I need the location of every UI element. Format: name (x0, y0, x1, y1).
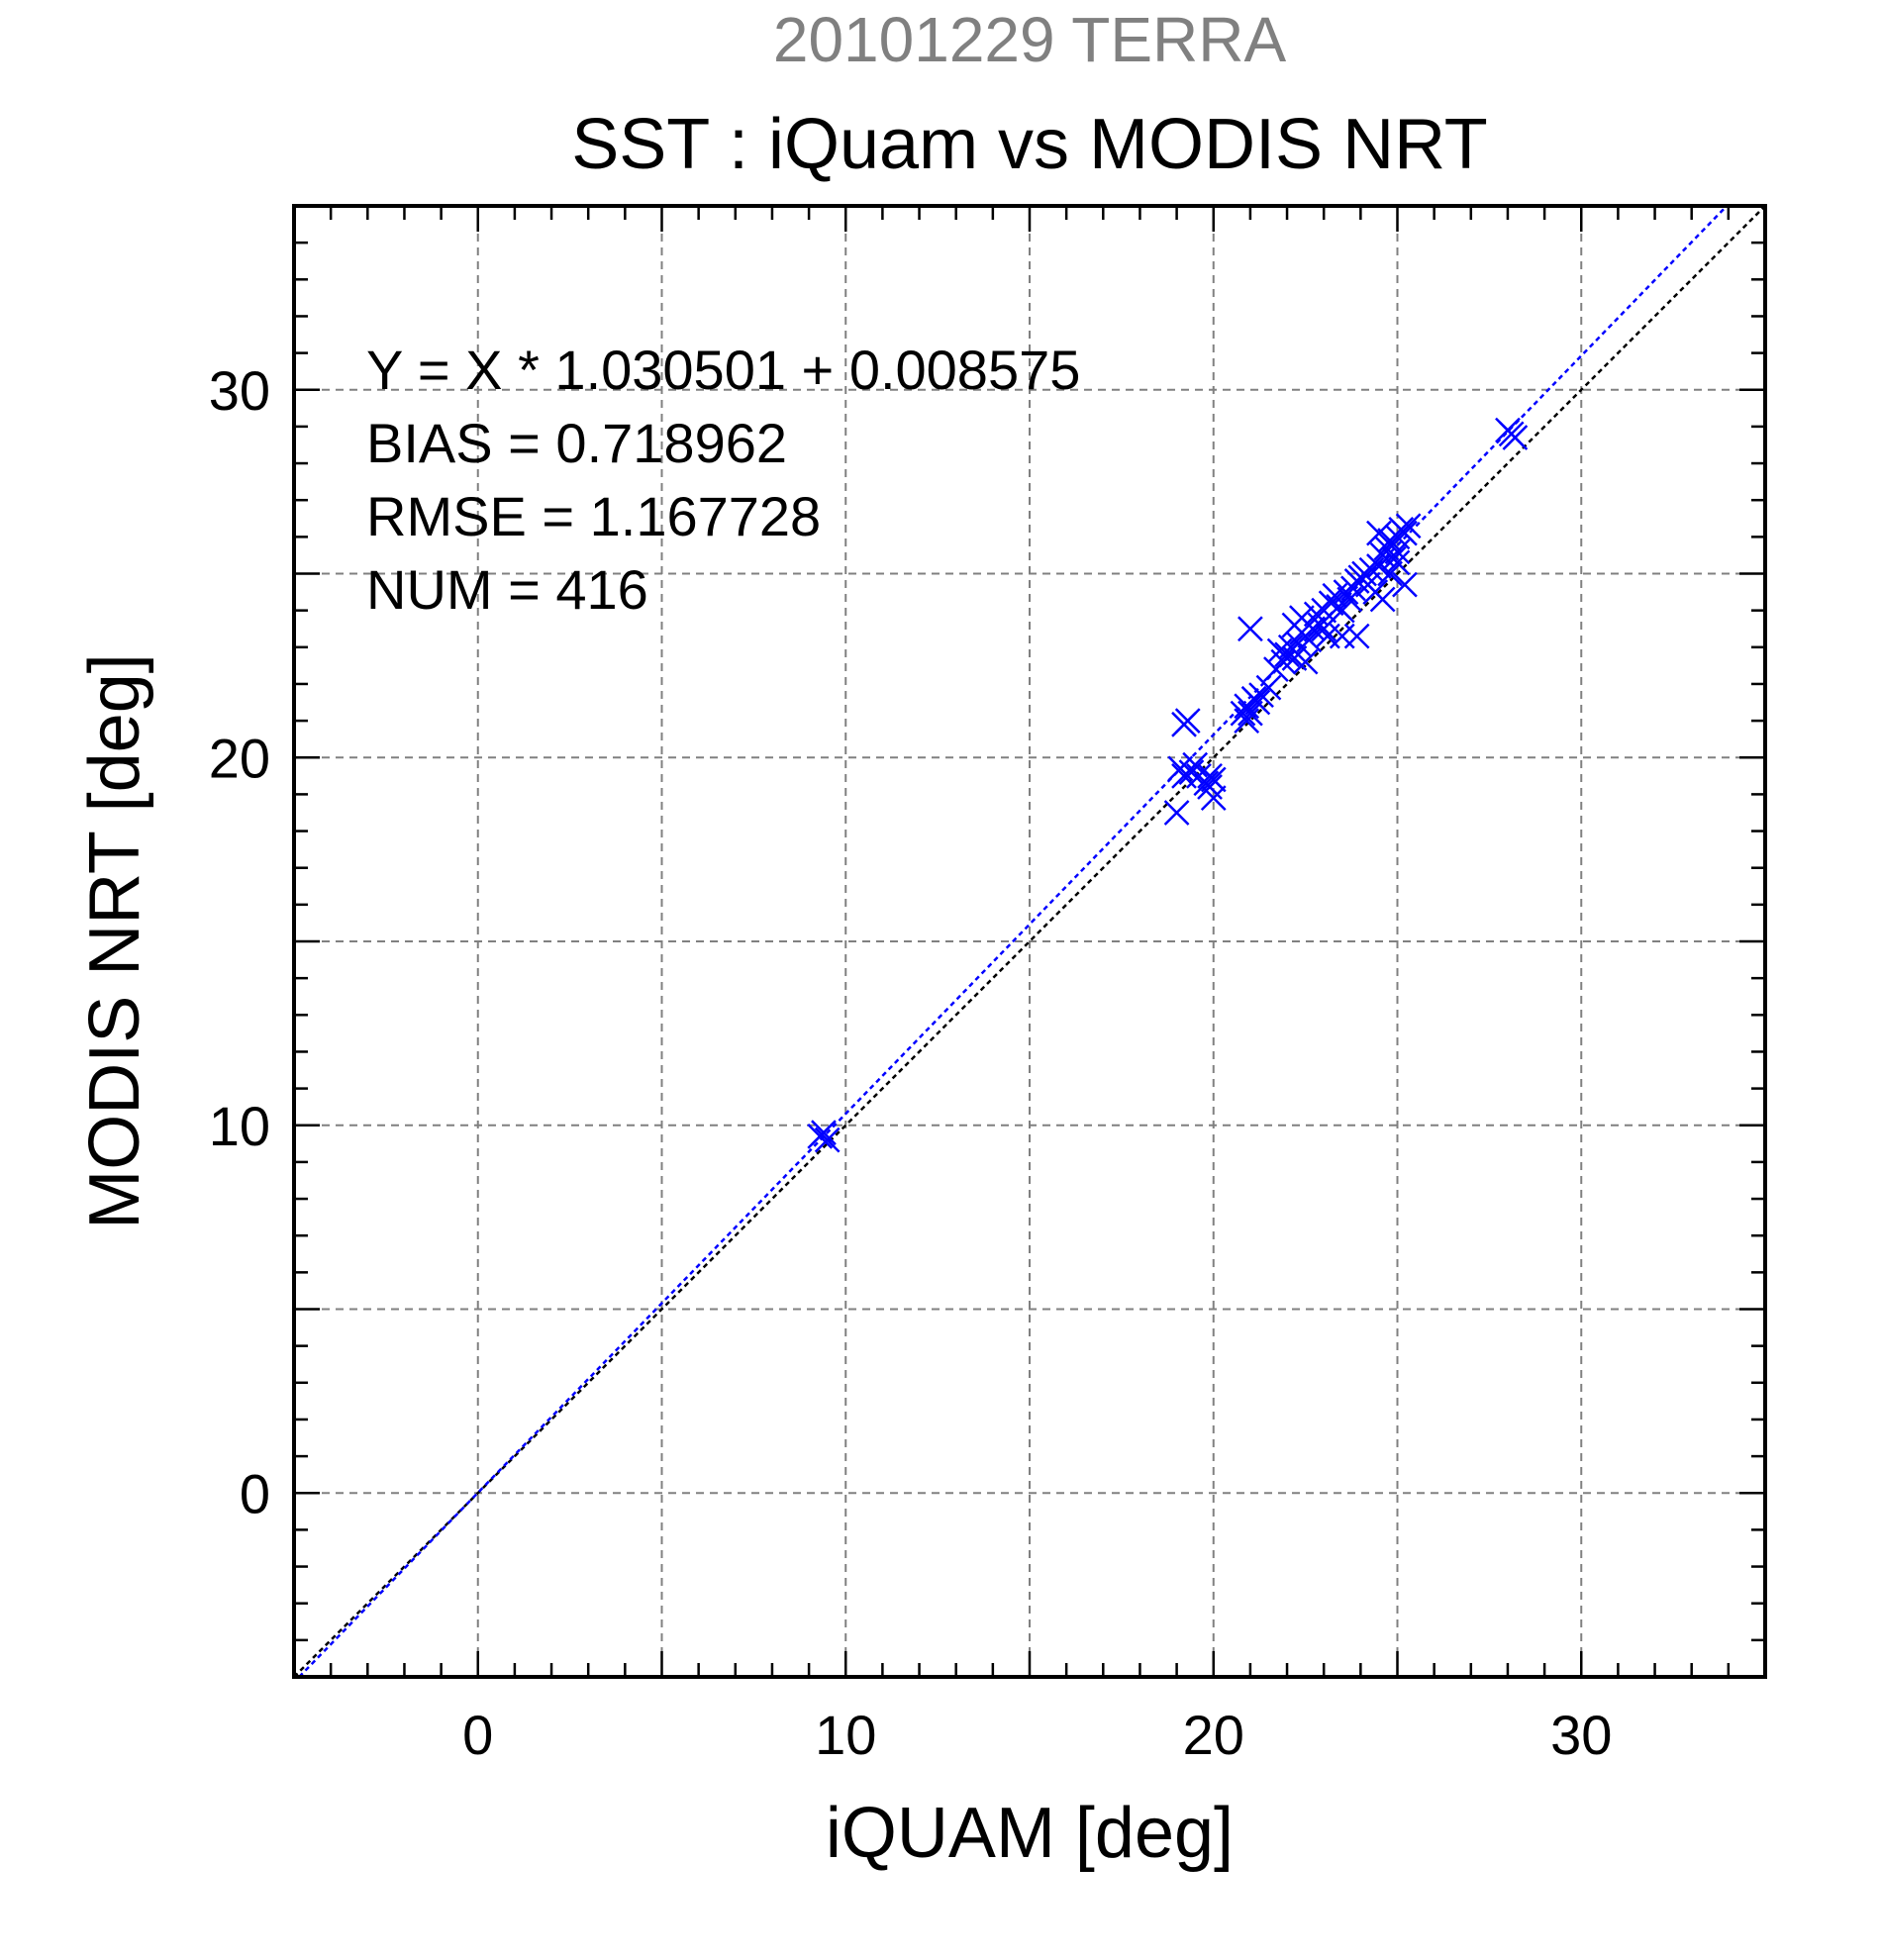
scatter-point (1244, 689, 1271, 716)
scatter-point (1200, 766, 1227, 793)
x-tick-label: 30 (1550, 1704, 1612, 1766)
x-tick-label: 10 (815, 1704, 876, 1766)
rmse-text: RMSE = 1.167728 (366, 485, 821, 547)
data-points (807, 417, 1529, 1153)
num-text: NUM = 416 (366, 558, 648, 621)
scatter-point (1318, 590, 1344, 617)
scatter-point (1255, 674, 1282, 701)
scatter-point (1369, 586, 1396, 613)
grid-lines (294, 206, 1765, 1677)
scatter-point (1238, 700, 1263, 727)
y-tick-label: 10 (209, 1095, 270, 1157)
y-tick-label: 20 (209, 727, 270, 789)
reference-lines (293, 205, 1766, 1678)
x-tick-label: 0 (462, 1704, 493, 1766)
scatter-point (1358, 556, 1385, 583)
scatter-point (1392, 520, 1418, 546)
fit-line (298, 205, 1729, 1678)
scatter-point (1292, 648, 1319, 675)
scatter-point (1200, 785, 1227, 811)
y-tick-label: 0 (240, 1462, 270, 1524)
scatter-point (1384, 539, 1411, 565)
scatter-point (814, 1127, 841, 1153)
chart-title: 20101229 TERRA (773, 4, 1287, 75)
tick-labels: 0 10 20 30 0 10 20 30 (209, 359, 1613, 1766)
scatter-point (1163, 800, 1190, 826)
scatter-point (1300, 616, 1326, 642)
scatter-point (1384, 549, 1411, 576)
axis-ticks (292, 204, 1767, 1679)
y-axis-label: MODIS NRT [deg] (75, 653, 154, 1229)
scatter-point (1329, 597, 1355, 624)
scatter-point (1377, 560, 1403, 587)
scatter-point (1234, 708, 1260, 734)
scatter-point (1238, 616, 1263, 642)
stats-annotations: Y = X * 1.030501 + 0.008575 BIAS = 0.718… (366, 339, 1080, 621)
scatter-point (1392, 571, 1418, 598)
fit-equation-text: Y = X * 1.030501 + 0.008575 (366, 339, 1080, 401)
y-tick-label: 30 (209, 359, 270, 422)
scatter-point (1174, 708, 1201, 734)
scatter-point (811, 1120, 837, 1146)
scatter-point (1343, 623, 1370, 649)
scatter-point (1502, 425, 1529, 450)
x-axis-label: iQUAM [deg] (826, 1794, 1234, 1873)
chart-subtitle: SST : iQuam vs MODIS NRT (571, 105, 1488, 184)
scatter-point (1395, 513, 1422, 539)
bias-text: BIAS = 0.718962 (366, 412, 787, 474)
x-tick-label: 20 (1183, 1704, 1244, 1766)
